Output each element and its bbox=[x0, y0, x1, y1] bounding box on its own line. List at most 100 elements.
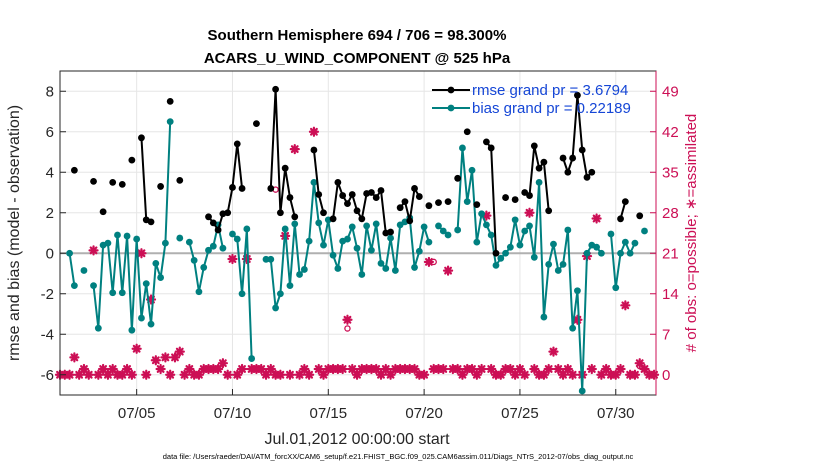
bias-point bbox=[382, 265, 390, 272]
obs-assimilated-marker bbox=[227, 253, 238, 265]
plot-area bbox=[60, 71, 656, 395]
bias-point bbox=[157, 274, 165, 281]
obs-assimilated-marker bbox=[174, 346, 185, 357]
rmse-point bbox=[90, 177, 97, 185]
rmse-point bbox=[530, 142, 538, 150]
rmse-point bbox=[147, 218, 155, 226]
bias-point bbox=[205, 246, 212, 254]
obs-assimilated-marker bbox=[150, 355, 161, 366]
y2-tick-label: 35 bbox=[662, 164, 679, 181]
rmse-point bbox=[396, 204, 404, 212]
bias-point bbox=[229, 230, 236, 238]
bias-point bbox=[526, 222, 533, 230]
bias-point bbox=[195, 288, 203, 296]
obs-assimilated-marker bbox=[620, 300, 631, 311]
obs-assimilated-marker bbox=[160, 352, 171, 363]
chart-title-line1: Southern Hemisphere 694 / 706 = 98.300% bbox=[208, 27, 507, 44]
obs-assimilated-marker bbox=[284, 369, 296, 380]
rmse-point bbox=[511, 196, 519, 203]
y-tick-label: 8 bbox=[46, 83, 54, 100]
bias-point bbox=[296, 271, 303, 278]
rmse-point bbox=[286, 194, 294, 201]
rmse-point bbox=[329, 215, 337, 223]
obs-assimilated-marker bbox=[131, 343, 142, 354]
obs-assimilated-marker bbox=[342, 314, 353, 325]
bias-point bbox=[502, 249, 509, 257]
bias-point bbox=[142, 280, 150, 288]
y2-tick-label: 14 bbox=[662, 286, 679, 303]
bias-point bbox=[368, 246, 375, 254]
bias-point bbox=[162, 239, 169, 247]
obs-assimilated-marker bbox=[629, 369, 641, 380]
y-tick-label: 2 bbox=[46, 205, 54, 222]
bias-point bbox=[516, 241, 524, 249]
bias-point bbox=[506, 243, 514, 251]
rmse-point bbox=[406, 217, 414, 225]
obs-assimilated-marker bbox=[217, 358, 228, 369]
obs-assimilated-marker bbox=[548, 346, 559, 357]
rmse-point bbox=[559, 154, 567, 162]
bias-point bbox=[559, 260, 567, 268]
obs-assimilated-marker bbox=[88, 245, 99, 256]
y-axis-label-right: # of obs: o=possible; ∗=assimilated bbox=[683, 114, 700, 353]
bias-point bbox=[521, 227, 529, 235]
rmse-point bbox=[353, 207, 361, 215]
obs-assimilated-marker bbox=[179, 369, 190, 380]
rmse-point bbox=[109, 178, 117, 186]
bias-point bbox=[166, 118, 174, 126]
obs-assimilated-marker bbox=[586, 363, 597, 375]
bias-point bbox=[435, 222, 442, 230]
bias-point bbox=[621, 238, 629, 246]
x-tick-label: 07/05 bbox=[118, 405, 156, 422]
bias-point bbox=[597, 249, 605, 257]
obs-assimilated-marker bbox=[543, 363, 554, 375]
bias-point bbox=[329, 251, 337, 259]
bias-point bbox=[104, 239, 112, 247]
rmse-point bbox=[358, 215, 366, 223]
rmse-point bbox=[588, 168, 596, 176]
obs-assimilated-marker bbox=[155, 363, 166, 375]
bias-point bbox=[492, 262, 500, 269]
bias-point bbox=[358, 271, 366, 278]
bias-point bbox=[123, 232, 131, 240]
bias-point bbox=[535, 178, 543, 186]
obs-assimilated-marker bbox=[222, 369, 233, 380]
obs-possible-marker bbox=[636, 362, 643, 370]
obs-assimilated-marker bbox=[442, 265, 454, 276]
rmse-point bbox=[334, 178, 342, 186]
y2-tick-label: 21 bbox=[662, 245, 679, 262]
obs-assimilated-marker bbox=[308, 126, 320, 137]
obs-assimilated-marker bbox=[524, 207, 535, 218]
obs-assimilated-marker bbox=[141, 369, 152, 380]
bias-point bbox=[387, 234, 394, 242]
x-tick-label: 07/20 bbox=[405, 405, 443, 422]
rmse-point bbox=[229, 184, 236, 191]
rmse-point bbox=[238, 185, 246, 192]
bias-point bbox=[90, 282, 97, 290]
bias-point bbox=[344, 235, 351, 243]
rmse-point bbox=[411, 185, 418, 192]
bias-point bbox=[272, 304, 279, 312]
bias-point bbox=[70, 282, 78, 290]
bias-point bbox=[128, 326, 136, 334]
legend-rmse-marker bbox=[447, 86, 455, 94]
legend: rmse grand pr = 3.6794 bias grand pr = 0… bbox=[432, 82, 631, 117]
bias-point bbox=[391, 267, 399, 274]
bias-point bbox=[348, 223, 356, 231]
bias-point bbox=[305, 237, 313, 245]
rmse-point bbox=[535, 164, 543, 172]
bias-point bbox=[286, 282, 294, 290]
obs-assimilated-marker bbox=[69, 352, 80, 363]
rmse-point bbox=[583, 173, 591, 181]
bias-point bbox=[617, 249, 624, 257]
rmse-point bbox=[415, 193, 423, 200]
bias-point bbox=[631, 239, 639, 247]
obs-assimilated-marker bbox=[98, 363, 109, 375]
bias-point bbox=[310, 178, 318, 186]
bias-point bbox=[583, 249, 591, 257]
bias-point bbox=[138, 314, 145, 322]
bias-point bbox=[530, 253, 538, 261]
obs-assimilated-marker bbox=[567, 369, 578, 380]
bias-point bbox=[478, 210, 486, 218]
